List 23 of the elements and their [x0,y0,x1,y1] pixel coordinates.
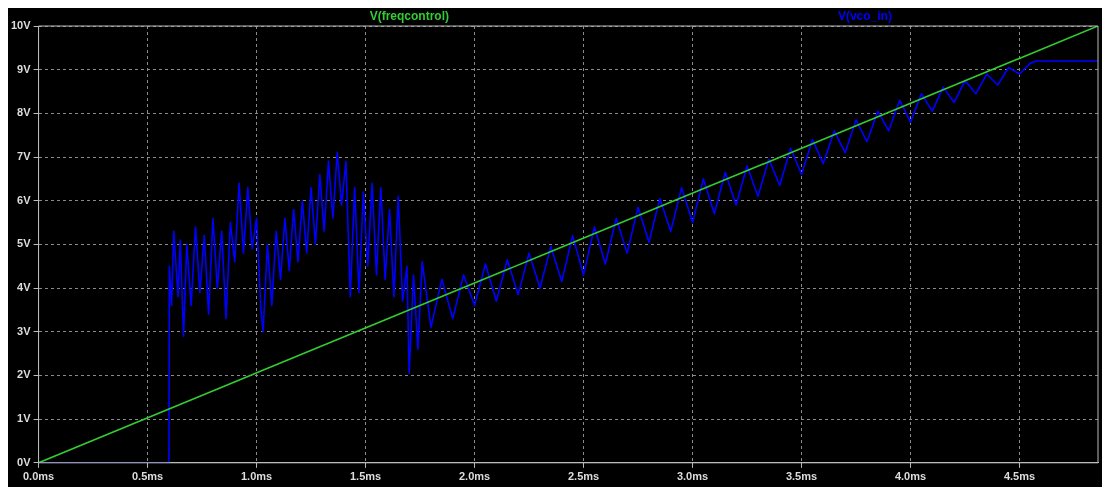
x-tick-label: 2.0ms [458,470,491,483]
y-tick-label: 8V [17,106,32,119]
x-tick-label: 3.0ms [676,470,709,483]
y-tick-label: 10V [10,19,32,32]
y-tick-label: 1V [17,412,32,425]
x-tick-label: 0.0ms [22,470,55,483]
x-tick-label: 4.0ms [894,470,927,483]
y-tick-label: 3V [17,324,32,337]
y-tick-label: 5V [17,237,32,250]
y-tick-label: 7V [17,150,32,163]
text: V(freqcontrol) [369,9,450,24]
y-tick-label: 2V [17,368,32,381]
x-tick-label: 1.5ms [349,470,382,483]
x-tick-label: 3.5ms [785,470,818,483]
y-tick-label: 0V [17,455,32,468]
y-tick-label: 4V [17,281,32,294]
y-tick-label: 6V [17,193,32,206]
x-tick-label: 0.5ms [131,470,164,483]
text: V(vco_in) [837,9,892,24]
y-tick-label: 9V [17,62,32,75]
x-tick-label: 1.0ms [240,470,273,483]
x-tick-label: 4.5ms [1003,470,1036,483]
x-tick-label: 2.5ms [567,470,600,483]
